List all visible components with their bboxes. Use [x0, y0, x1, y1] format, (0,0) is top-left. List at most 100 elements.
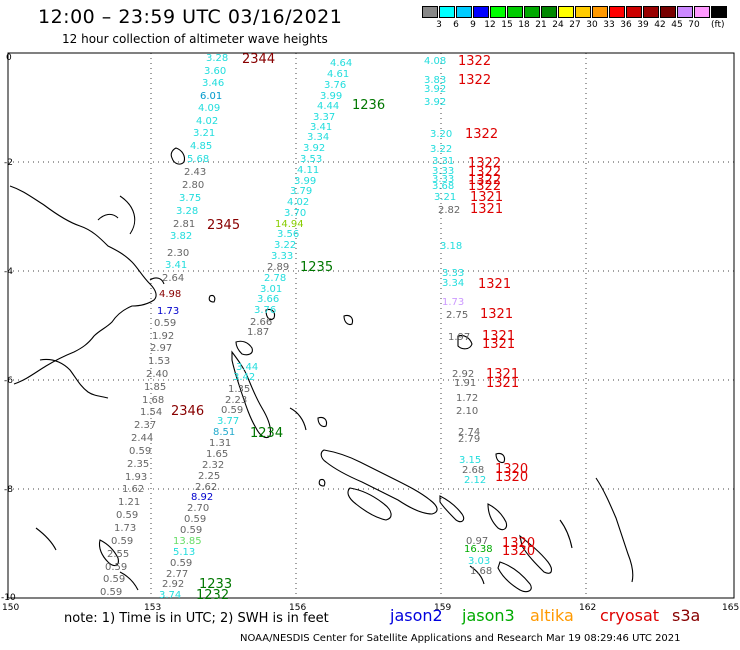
wave-height-value: 2.75 — [446, 310, 469, 321]
lat-label-0: 0 — [6, 53, 12, 63]
scale-swatch — [677, 6, 693, 18]
wave-height-value: 1.53 — [148, 356, 171, 367]
graticule — [8, 53, 734, 598]
wave-height-value: 5.68 — [187, 154, 210, 165]
scale-swatch — [626, 6, 642, 18]
scale-label: 42 — [654, 20, 666, 30]
wave-height-value: 3.46 — [202, 78, 225, 89]
credit-line: NOAA/NESDIS Center for Satellite Applica… — [240, 633, 681, 644]
wave-height-value: 1.91 — [454, 378, 477, 389]
wave-height-value: 2.55 — [107, 549, 130, 560]
wave-height-value: 3.77 — [217, 416, 240, 427]
wave-height-value: 8.51 — [213, 427, 236, 438]
wave-height-value: 2.44 — [131, 433, 154, 444]
wave-height-value: 0.59 — [103, 574, 126, 585]
scale-swatch — [507, 6, 523, 18]
wave-height-value: 0.59 — [184, 514, 207, 525]
wave-height-value: 3.92 — [303, 143, 326, 154]
wave-height-value: 4.85 — [190, 141, 213, 152]
wave-height-value: 2.40 — [146, 369, 169, 380]
wave-height-value: 3.82 — [170, 231, 193, 242]
wave-height-value: 2.92 — [162, 579, 185, 590]
scale-swatch — [456, 6, 472, 18]
orbit-number: 1321 — [480, 307, 514, 322]
wave-height-value: 4.02 — [196, 116, 219, 127]
sat-legend-jason3: jason3 — [462, 606, 515, 625]
wave-height-value: 2.82 — [438, 205, 461, 216]
lat-label-8s: -8 — [4, 485, 13, 495]
wave-height-value: 1.54 — [140, 407, 163, 418]
wave-height-value: 2.25 — [198, 471, 221, 482]
wave-height-value: 0.59 — [154, 318, 177, 329]
scale-label: 15 — [501, 20, 513, 30]
wave-height-value: 2.92 — [452, 369, 475, 380]
orbit-number: 1234 — [250, 426, 284, 441]
wave-height-value: 2.79 — [458, 434, 481, 445]
scale-swatch — [575, 6, 591, 18]
scale-swatch — [643, 6, 659, 18]
wave-height-value: 2.37 — [134, 420, 157, 431]
wave-height-value: 4.09 — [198, 103, 221, 114]
orbit-number: 1322 — [458, 73, 492, 88]
wave-height-value: 1.68 — [142, 395, 165, 406]
wave-height-value: 3.21 — [193, 128, 216, 139]
wave-height-value: 1.62 — [122, 484, 145, 495]
wave-height-value: 1.92 — [152, 331, 175, 342]
sat-legend-altika: altika — [530, 606, 574, 625]
scale-label: 27 — [569, 20, 581, 30]
lon-label-162: 162 — [579, 603, 597, 613]
lat-label-10s: -10 — [1, 593, 16, 603]
orbit-number: 1321 — [486, 376, 520, 391]
lon-label-150: 150 — [2, 603, 20, 613]
orbit-number: 1321 — [470, 202, 504, 217]
wave-height-value: 3.75 — [179, 193, 202, 204]
wave-height-value: 4.02 — [287, 197, 310, 208]
scale-swatch — [490, 6, 506, 18]
orbit-number: 1320 — [495, 470, 529, 485]
lon-label-156: 156 — [289, 603, 307, 613]
map-title: 12:00 – 23:59 UTC 03/16/2021 — [38, 6, 343, 28]
wave-height-value: 1.65 — [206, 449, 229, 460]
orbit-number: 1321 — [486, 367, 520, 382]
wave-height-value: 3.28 — [206, 53, 229, 64]
orbit-number: 1320 — [495, 462, 529, 477]
wave-height-value: 2.23 — [225, 395, 248, 406]
wave-height-value: 1.68 — [470, 566, 493, 577]
wave-height-value: 3.70 — [284, 208, 307, 219]
wave-height-value: 3.83 — [424, 75, 447, 86]
scale-swatch — [694, 6, 710, 18]
scale-swatch — [439, 6, 455, 18]
scale-label: 18 — [518, 20, 530, 30]
wave-height-value: 1.73 — [157, 306, 180, 317]
scale-label: 39 — [637, 20, 649, 30]
wave-height-value: 8.92 — [191, 492, 214, 503]
wave-height-value: 1.31 — [209, 438, 232, 449]
wave-height-value: 6.01 — [200, 91, 223, 102]
wave-height-value: 2.64 — [162, 273, 185, 284]
orbit-number: 1232 — [196, 588, 230, 603]
scale-label: 70 — [688, 20, 700, 30]
orbit-number: 1322 — [465, 127, 499, 142]
wave-height-value: 3.42 — [233, 372, 256, 383]
wave-height-value: 4.61 — [327, 69, 350, 80]
lat-label-2s: -2 — [4, 158, 13, 168]
wave-height-value: 14.94 — [275, 219, 304, 230]
wave-height-value: 2.62 — [195, 482, 218, 493]
wave-height-value: 3.74 — [159, 590, 182, 601]
wave-height-value: 2.78 — [264, 273, 287, 284]
wave-height-value: 1.73 — [114, 523, 137, 534]
wave-height-value: 0.59 — [100, 587, 123, 598]
scale-label: 12 — [484, 20, 496, 30]
scale-swatch — [541, 6, 557, 18]
wave-height-value: 3.99 — [320, 91, 343, 102]
scale-label: 3 — [436, 20, 442, 30]
sat-legend-jason2: jason2 — [390, 606, 443, 625]
wave-height-value: 3.15 — [459, 455, 482, 466]
wave-height-value: 0.59 — [170, 558, 193, 569]
wave-height-value: 3.79 — [290, 186, 313, 197]
orbit-number: 1321 — [470, 190, 504, 205]
orbit-number: 1322 — [468, 173, 502, 188]
scale-swatch — [524, 6, 540, 18]
wave-height-value: 3.34 — [442, 278, 465, 289]
